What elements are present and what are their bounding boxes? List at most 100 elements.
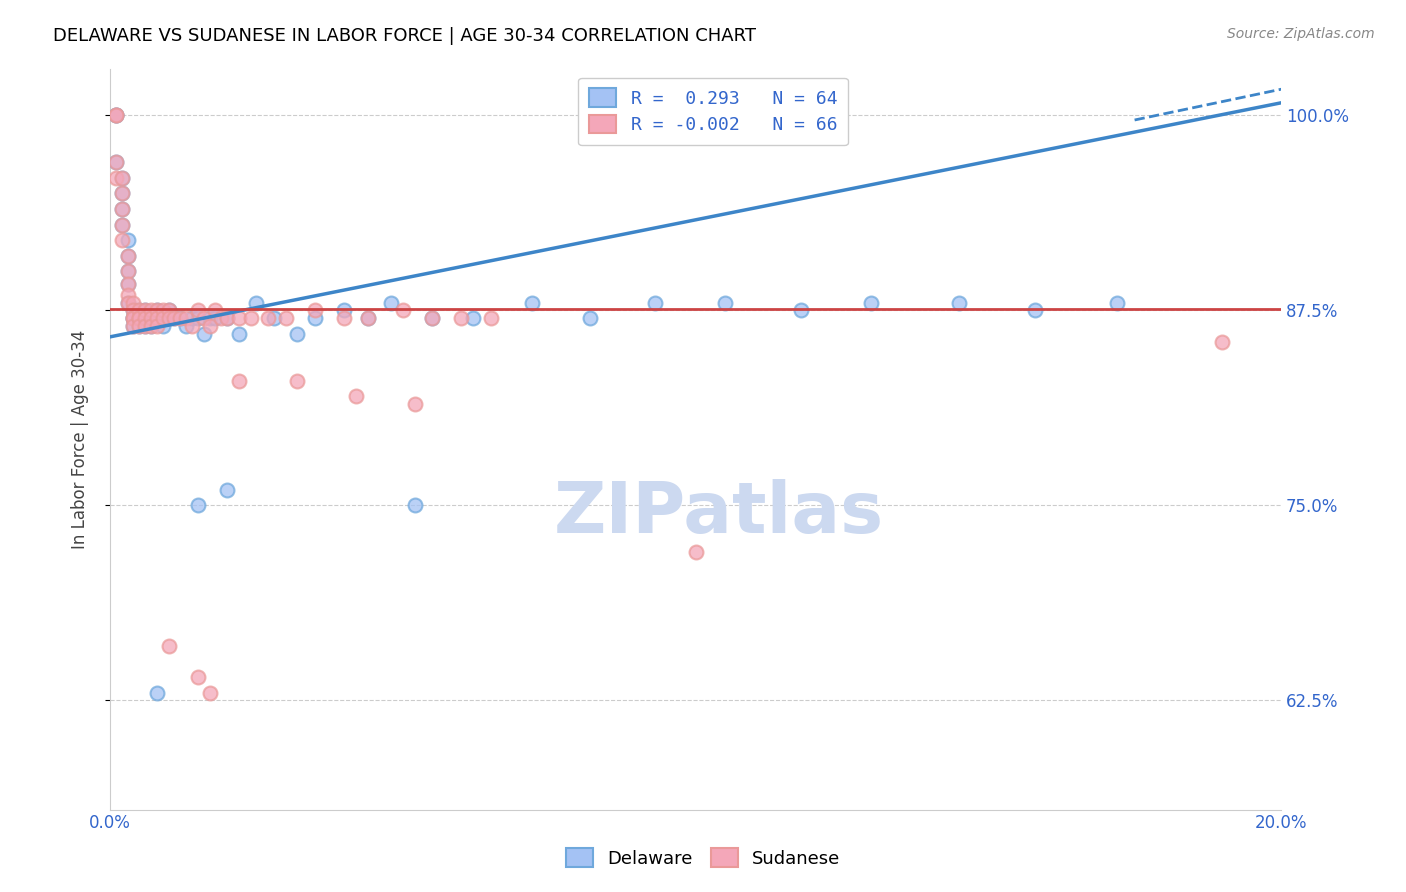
Point [117, 249, 139, 263]
Point [217, 311, 239, 326]
Point [1105, 295, 1128, 310]
Point [146, 311, 169, 326]
Text: Source: ZipAtlas.com: Source: ZipAtlas.com [1227, 27, 1375, 41]
Point [685, 545, 707, 559]
Point [117, 249, 139, 263]
Point [111, 186, 134, 201]
Point [420, 311, 443, 326]
Point [713, 295, 735, 310]
Point [157, 311, 180, 326]
Point [152, 311, 174, 326]
Point [128, 303, 150, 318]
Point [146, 303, 169, 318]
Point [134, 318, 156, 333]
Point [187, 499, 209, 513]
Point [111, 202, 134, 216]
Point [356, 311, 378, 326]
Point [187, 311, 209, 326]
Point [152, 303, 174, 318]
Point [304, 303, 326, 318]
Point [122, 318, 145, 333]
Point [948, 295, 970, 310]
Point [209, 311, 232, 326]
Point [228, 326, 250, 341]
Point [111, 233, 134, 247]
Point [193, 311, 215, 326]
Point [304, 311, 326, 326]
Point [117, 277, 139, 291]
Point [274, 311, 297, 326]
Point [181, 311, 204, 326]
Point [139, 303, 162, 318]
Point [111, 218, 134, 232]
Point [217, 311, 239, 326]
Point [239, 311, 262, 326]
Point [111, 170, 134, 185]
Point [287, 326, 309, 341]
Point [134, 311, 156, 326]
Y-axis label: In Labor Force | Age 30-34: In Labor Force | Age 30-34 [72, 329, 89, 549]
Point [579, 311, 602, 326]
Point [287, 374, 309, 388]
Point [122, 295, 145, 310]
Legend: R =  0.293   N = 64, R = -0.002   N = 66: R = 0.293 N = 64, R = -0.002 N = 66 [578, 78, 848, 145]
Point [152, 311, 174, 326]
Point [146, 311, 169, 326]
Point [356, 311, 378, 326]
Point [163, 311, 186, 326]
Point [122, 311, 145, 326]
Point [122, 303, 145, 318]
Point [111, 170, 134, 185]
Point [122, 311, 145, 326]
Point [122, 311, 145, 326]
Point [146, 318, 169, 333]
Point [128, 311, 150, 326]
Point [404, 397, 426, 411]
Point [117, 233, 139, 247]
Point [479, 311, 502, 326]
Point [790, 303, 813, 318]
Point [122, 311, 145, 326]
Point [157, 639, 180, 653]
Point [461, 311, 484, 326]
Point [128, 311, 150, 326]
Legend: Delaware, Sudanese: Delaware, Sudanese [555, 838, 851, 879]
Point [128, 311, 150, 326]
Point [157, 303, 180, 318]
Point [128, 318, 150, 333]
Point [204, 303, 226, 318]
Point [117, 287, 139, 301]
Point [128, 303, 150, 318]
Point [391, 303, 413, 318]
Point [333, 311, 356, 326]
Point [520, 295, 543, 310]
Point [104, 155, 127, 169]
Point [380, 295, 402, 310]
Point [134, 303, 156, 318]
Point [193, 326, 215, 341]
Point [146, 303, 169, 318]
Point [217, 483, 239, 497]
Point [644, 295, 666, 310]
Point [104, 108, 127, 122]
Point [333, 303, 356, 318]
Point [245, 295, 267, 310]
Point [228, 311, 250, 326]
Point [174, 318, 197, 333]
Point [169, 311, 191, 326]
Point [404, 499, 426, 513]
Point [128, 311, 150, 326]
Point [1211, 334, 1233, 349]
Point [198, 318, 221, 333]
Point [104, 108, 127, 122]
Point [157, 303, 180, 318]
Point [860, 295, 883, 310]
Point [104, 170, 127, 185]
Point [174, 311, 197, 326]
Point [198, 685, 221, 699]
Point [450, 311, 472, 326]
Point [163, 311, 186, 326]
Point [117, 295, 139, 310]
Point [181, 318, 204, 333]
Point [204, 311, 226, 326]
